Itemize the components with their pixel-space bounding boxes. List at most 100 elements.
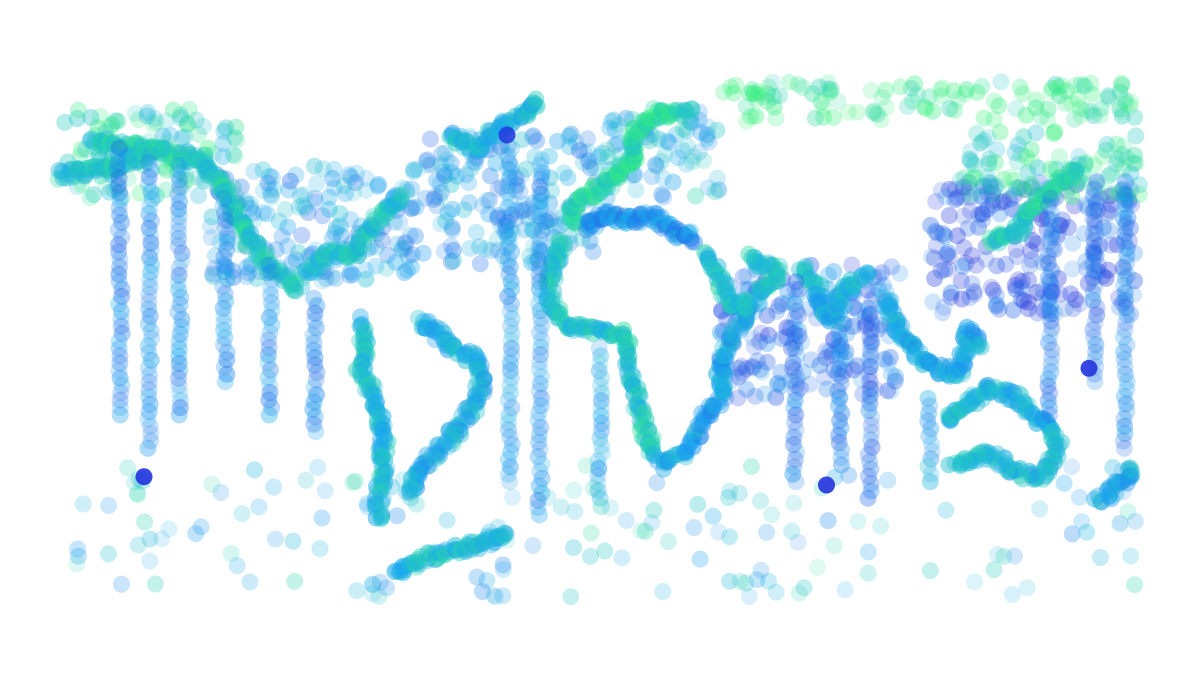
data-point: [839, 276, 857, 294]
data-point: [1034, 254, 1052, 272]
data-point: [949, 361, 966, 379]
data-point: [1028, 284, 1046, 301]
data-point: [139, 439, 157, 457]
data-point: [955, 178, 972, 196]
data-point: [180, 100, 198, 118]
data-point: [878, 98, 895, 116]
data-point: [144, 115, 162, 133]
data-point: [96, 177, 114, 195]
data-point: [468, 359, 486, 377]
data-point: [507, 201, 525, 219]
data-point: [478, 191, 496, 209]
data-point: [299, 204, 317, 222]
data-point: [689, 416, 707, 434]
data-point: [246, 461, 263, 479]
data-point: [482, 242, 500, 260]
data-point: [109, 112, 127, 130]
data-point: [432, 156, 450, 174]
data-point: [1020, 271, 1037, 289]
data-point: [1017, 148, 1035, 166]
data-point: [938, 246, 956, 263]
data-point: [577, 322, 595, 340]
data-point: [764, 274, 782, 292]
data-point: [226, 147, 244, 165]
data-point: [1110, 185, 1128, 203]
data-point: [260, 406, 278, 424]
data-point: [920, 352, 938, 370]
data-point: [469, 370, 487, 388]
data-point: [1086, 212, 1104, 230]
data-point: [785, 494, 803, 512]
data-point: [1090, 257, 1108, 275]
data-point: [972, 134, 990, 152]
data-point: [401, 484, 419, 502]
data-point: [498, 221, 516, 239]
data-point: [760, 256, 778, 274]
data-point: [628, 395, 646, 413]
data-point: [804, 85, 822, 103]
data-point: [398, 261, 416, 279]
data-point: [630, 211, 648, 229]
data-point: [398, 483, 415, 501]
data-point: [677, 155, 695, 173]
data-point: [1084, 225, 1102, 242]
data-point: [978, 168, 996, 186]
data-point: [1038, 210, 1056, 227]
data-point: [1052, 76, 1070, 94]
data-point: [393, 186, 411, 204]
data-point: [1063, 188, 1081, 205]
data-point: [934, 79, 952, 97]
data-point: [340, 166, 358, 183]
data-point: [970, 336, 987, 354]
data-point: [425, 190, 443, 208]
data-point: [1011, 179, 1029, 196]
data-point: [840, 466, 858, 484]
data-point: [439, 204, 457, 222]
data-point: [187, 111, 205, 129]
data-point: [1015, 180, 1033, 198]
data-point: [1078, 523, 1096, 541]
data-point: [215, 122, 233, 140]
data-point: [724, 333, 741, 351]
data-point: [372, 453, 390, 471]
data-point: [1121, 97, 1139, 115]
data-point: [953, 290, 971, 308]
data-point: [279, 266, 297, 284]
data-point: [940, 406, 958, 424]
data-point: [160, 145, 178, 163]
data-point: [327, 219, 345, 237]
data-point: [436, 167, 454, 185]
data-point: [724, 327, 742, 344]
data-point: [394, 179, 412, 197]
data-point: [311, 540, 329, 558]
data-point: [1079, 274, 1097, 292]
data-point: [805, 273, 823, 291]
data-point: [960, 179, 978, 197]
data-point: [81, 189, 99, 207]
data-point: [973, 178, 991, 196]
data-point: [489, 180, 507, 198]
data-point: [703, 402, 721, 420]
data-point: [633, 121, 651, 138]
data-point: [443, 200, 461, 218]
data-point: [986, 179, 1004, 196]
data-point: [712, 397, 730, 414]
data-point: [752, 324, 770, 342]
data-point: [744, 358, 762, 375]
data-point: [745, 338, 763, 356]
data-point: [582, 180, 600, 198]
data-point: [865, 102, 883, 120]
data-point: [241, 233, 259, 251]
data-point: [837, 343, 855, 361]
data-point: [468, 568, 486, 586]
data-point: [164, 101, 182, 119]
data-point: [492, 217, 510, 235]
data-point: [1097, 269, 1115, 287]
data-point: [308, 175, 326, 192]
data-point: [759, 270, 777, 288]
data-point: [619, 350, 637, 368]
data-point: [690, 428, 708, 446]
data-point: [664, 173, 682, 191]
data-point: [237, 192, 255, 210]
data-point: [357, 181, 375, 199]
